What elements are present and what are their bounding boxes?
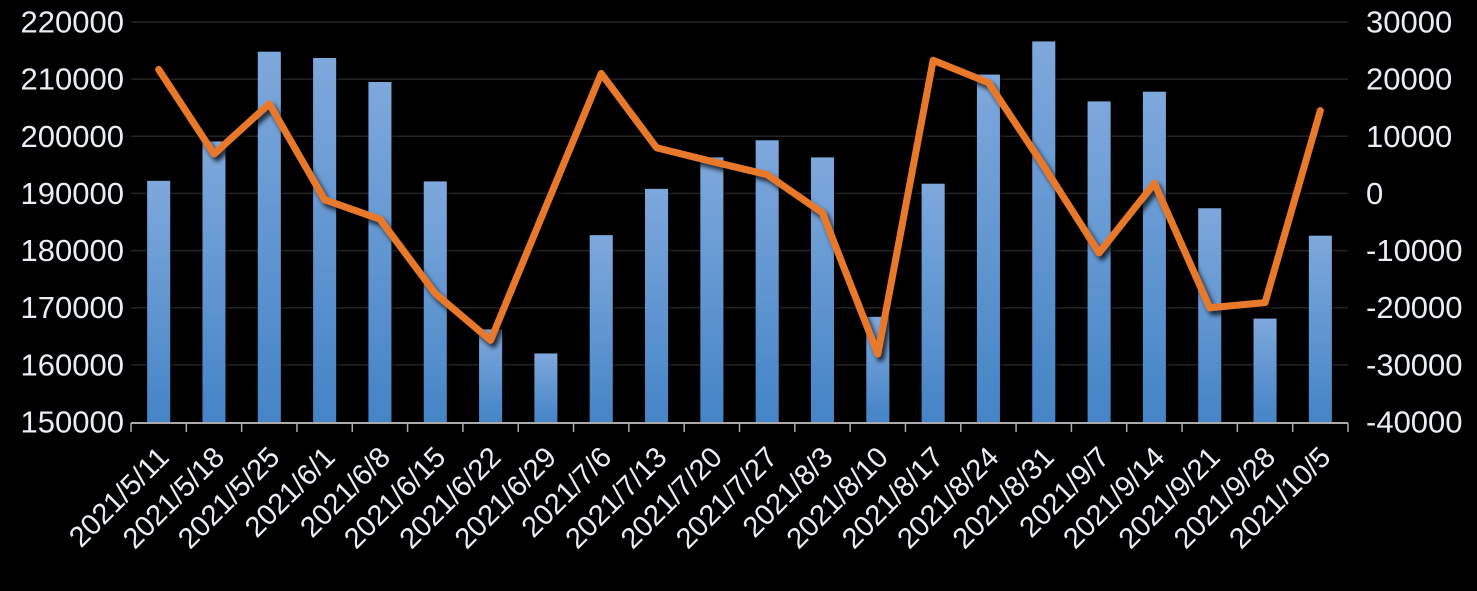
bar: [368, 82, 392, 422]
bar: [810, 157, 834, 422]
bar: [423, 181, 447, 422]
bar: [534, 353, 558, 422]
right-axis-tick-label: -40000: [1366, 405, 1463, 440]
bar: [1032, 41, 1056, 423]
bar: [755, 140, 779, 423]
left-axis-tick-label: 220000: [21, 5, 124, 40]
right-axis-tick-label: -10000: [1366, 233, 1463, 268]
bar: [202, 141, 226, 422]
right-axis-tick-label: 0: [1366, 176, 1383, 211]
right-axis-tick-label: 10000: [1366, 119, 1452, 154]
bar: [313, 58, 337, 422]
right-axis-tick-label: -30000: [1366, 347, 1463, 382]
bar: [589, 235, 613, 422]
bar: [1308, 235, 1332, 422]
right-axis-tick-label: 30000: [1366, 5, 1452, 40]
bar: [1087, 101, 1111, 422]
left-axis-tick-label: 180000: [21, 233, 124, 268]
left-axis-tick-label: 170000: [21, 290, 124, 325]
left-axis-tick-label: 150000: [21, 405, 124, 440]
left-axis-tick-label: 160000: [21, 347, 124, 382]
bar: [147, 180, 171, 422]
left-axis-tick-label: 190000: [21, 176, 124, 211]
line-series: [155, 56, 1324, 358]
left-axis-tick-label: 210000: [21, 62, 124, 97]
bar: [257, 51, 281, 422]
bar: [1142, 91, 1166, 422]
bar: [1253, 318, 1277, 422]
right-axis-tick-label: 20000: [1366, 62, 1452, 97]
bar: [645, 188, 669, 422]
bar: [700, 157, 724, 422]
bar: [921, 183, 945, 422]
bar: [479, 329, 503, 422]
right-axis-tick-label: -20000: [1366, 290, 1463, 325]
bar: [1198, 208, 1222, 422]
left-axis-tick-label: 200000: [21, 119, 124, 154]
bar: [976, 74, 1000, 423]
